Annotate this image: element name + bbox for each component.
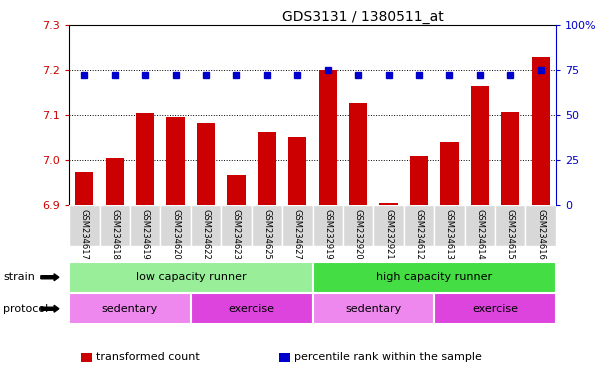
Bar: [343, 205, 373, 246]
Text: GSM234614: GSM234614: [475, 209, 484, 260]
Bar: [471, 86, 489, 205]
Bar: [525, 205, 556, 246]
Text: strain: strain: [3, 272, 35, 282]
Text: GSM234619: GSM234619: [141, 209, 150, 260]
Bar: [100, 205, 130, 246]
Bar: [313, 205, 343, 246]
Bar: [106, 158, 124, 205]
Bar: [434, 205, 465, 246]
Bar: [404, 205, 435, 246]
Bar: [313, 293, 435, 324]
Text: GSM232921: GSM232921: [384, 209, 393, 259]
Text: GSM234617: GSM234617: [80, 209, 89, 260]
Text: GSM234616: GSM234616: [536, 209, 545, 260]
Bar: [495, 205, 525, 246]
Bar: [221, 205, 252, 246]
Bar: [501, 112, 519, 205]
Bar: [252, 205, 282, 246]
Text: exercise: exercise: [228, 304, 275, 314]
Bar: [197, 123, 215, 205]
Bar: [282, 205, 313, 246]
Text: GDS3131 / 1380511_at: GDS3131 / 1380511_at: [282, 10, 444, 24]
Bar: [349, 103, 367, 205]
Text: GSM234615: GSM234615: [506, 209, 515, 260]
Bar: [434, 293, 556, 324]
Bar: [319, 70, 337, 205]
Text: GSM234618: GSM234618: [110, 209, 119, 260]
Bar: [75, 172, 94, 205]
Text: GSM232919: GSM232919: [323, 209, 332, 259]
Text: sedentary: sedentary: [345, 304, 401, 314]
Bar: [69, 293, 191, 324]
Text: protocol: protocol: [3, 304, 48, 314]
Bar: [288, 137, 307, 205]
Bar: [69, 205, 100, 246]
Bar: [410, 156, 428, 205]
Bar: [227, 175, 246, 205]
Text: sedentary: sedentary: [102, 304, 158, 314]
Text: low capacity runner: low capacity runner: [135, 272, 246, 282]
Bar: [136, 113, 154, 205]
Text: high capacity runner: high capacity runner: [376, 272, 492, 282]
Text: GSM234620: GSM234620: [171, 209, 180, 260]
Text: GSM232920: GSM232920: [353, 209, 362, 259]
Text: GSM234623: GSM234623: [232, 209, 241, 260]
Text: GSM234627: GSM234627: [293, 209, 302, 260]
Text: percentile rank within the sample: percentile rank within the sample: [294, 352, 483, 362]
Bar: [313, 262, 556, 293]
Bar: [258, 132, 276, 205]
Bar: [465, 205, 495, 246]
Text: GSM234613: GSM234613: [445, 209, 454, 260]
Bar: [69, 262, 313, 293]
Bar: [373, 205, 404, 246]
Bar: [532, 56, 550, 205]
Bar: [166, 117, 185, 205]
Bar: [160, 205, 191, 246]
Text: exercise: exercise: [472, 304, 518, 314]
Text: GSM234612: GSM234612: [415, 209, 424, 260]
Text: transformed count: transformed count: [96, 352, 200, 362]
Bar: [441, 142, 459, 205]
Bar: [191, 293, 313, 324]
Bar: [130, 205, 160, 246]
Text: GSM234622: GSM234622: [201, 209, 210, 260]
Text: GSM234625: GSM234625: [263, 209, 272, 260]
Bar: [379, 203, 398, 205]
Bar: [191, 205, 221, 246]
